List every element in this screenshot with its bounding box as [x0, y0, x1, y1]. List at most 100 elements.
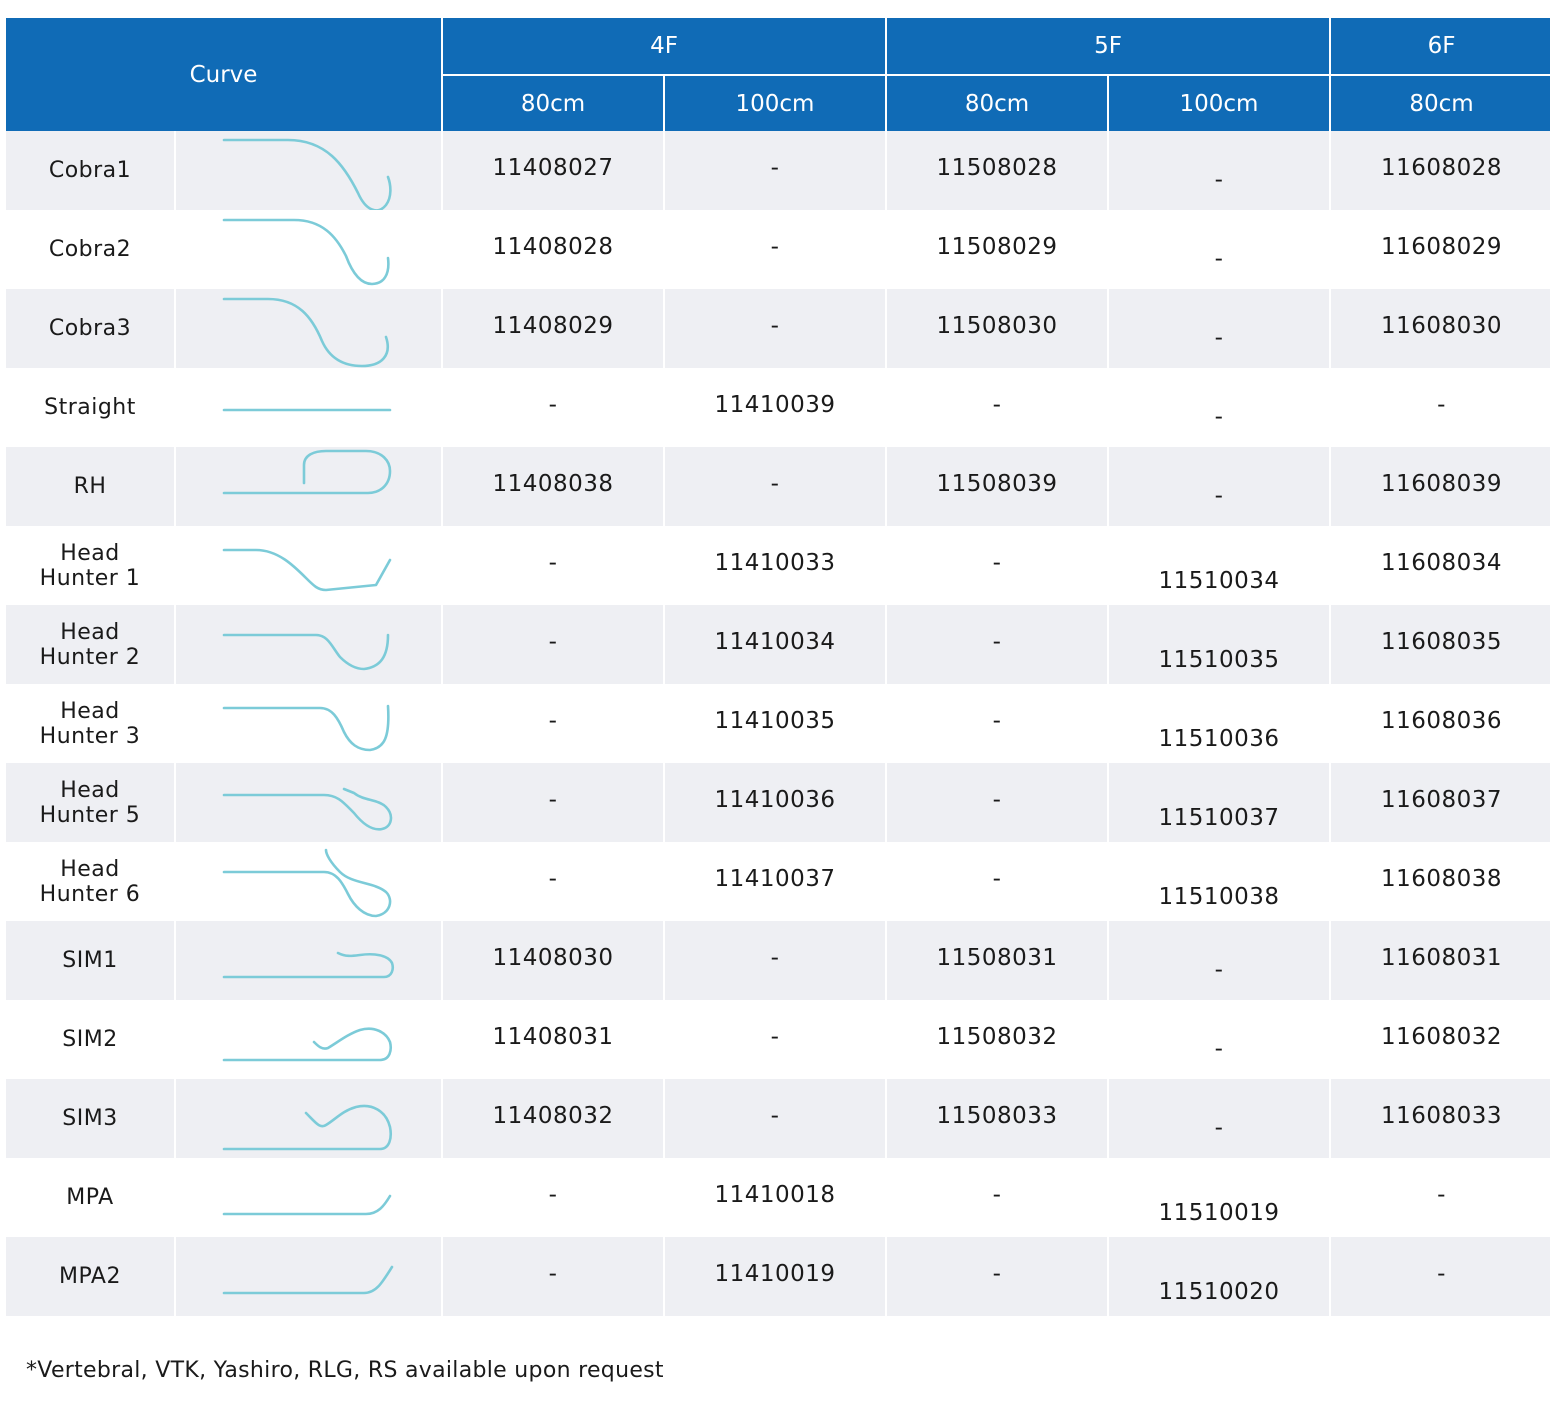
curve-name: RH [6, 447, 174, 526]
curve-image-cell [176, 1158, 441, 1237]
part-number-6f-80cm: 11608035 [1331, 605, 1550, 684]
curve-name: Cobra2 [6, 210, 174, 289]
part-number-5f-100cm: 11510034 [1109, 526, 1329, 605]
part-number-4f-100cm: - [665, 210, 885, 289]
part-number-4f-80cm: 11408027 [443, 131, 663, 210]
part-number-4f-100cm: - [665, 1079, 885, 1158]
cobra1-curve-icon [222, 138, 392, 210]
part-number-5f-100cm: 11510038 [1109, 842, 1329, 921]
curve-name: Head Hunter 1 [6, 526, 174, 605]
part-number-4f-100cm: 11410035 [665, 684, 885, 763]
curve-name: Straight [6, 368, 174, 447]
header-6f-80cm: 80cm [1331, 76, 1550, 131]
part-number-5f-80cm: 11508030 [887, 289, 1107, 368]
part-number-5f-80cm: - [887, 1237, 1107, 1316]
part-number-5f-80cm: 11508039 [887, 447, 1107, 526]
part-number-5f-80cm: - [887, 842, 1107, 921]
cobra3-curve-icon [222, 297, 389, 368]
part-number-6f-80cm: - [1331, 368, 1550, 447]
part-number-4f-80cm: - [443, 763, 663, 842]
part-number-5f-100cm: 11510020 [1109, 1237, 1329, 1316]
curve-name: SIM2 [6, 1000, 174, 1079]
part-number-5f-100cm: 11510037 [1109, 763, 1329, 842]
footnote: *Vertebral, VTK, Yashiro, RLG, RS availa… [26, 1358, 664, 1383]
part-number-5f-80cm: - [887, 1158, 1107, 1237]
part-number-4f-100cm: 11410034 [665, 605, 885, 684]
part-number-6f-80cm: - [1331, 1158, 1550, 1237]
part-number-6f-80cm: - [1331, 1237, 1550, 1316]
part-number-4f-80cm: - [443, 684, 663, 763]
straight-curve-icon [222, 408, 392, 412]
part-number-5f-100cm: - [1109, 921, 1329, 1000]
part-number-4f-100cm: 11410039 [665, 368, 885, 447]
part-number-5f-80cm: 11508028 [887, 131, 1107, 210]
part-number-5f-100cm: - [1109, 447, 1329, 526]
curve-name: Head Hunter 6 [6, 842, 174, 921]
curve-name: MPA [6, 1158, 174, 1237]
catheter-table: Curve 4F 5F 6F 80cm 100cm 80cm 100cm 80c… [6, 18, 1550, 1316]
header-4f-80cm: 80cm [443, 76, 663, 131]
curve-image-cell [176, 1000, 441, 1079]
part-number-5f-80cm: 11508029 [887, 210, 1107, 289]
part-number-5f-100cm: - [1109, 1079, 1329, 1158]
part-number-5f-100cm: 11510036 [1109, 684, 1329, 763]
part-number-4f-100cm: 11410018 [665, 1158, 885, 1237]
curve-name: Head Hunter 2 [6, 605, 174, 684]
curve-name: SIM1 [6, 921, 174, 1000]
part-number-6f-80cm: 11608038 [1331, 842, 1550, 921]
curve-image-cell [176, 210, 441, 289]
part-number-5f-80cm: - [887, 605, 1107, 684]
part-number-4f-80cm: 11408038 [443, 447, 663, 526]
part-number-5f-80cm: - [887, 763, 1107, 842]
curve-name: SIM3 [6, 1079, 174, 1158]
part-number-6f-80cm: 11608030 [1331, 289, 1550, 368]
part-number-6f-80cm: 11608034 [1331, 526, 1550, 605]
curve-image-cell [176, 842, 441, 921]
part-number-4f-80cm: - [443, 842, 663, 921]
part-number-5f-80cm: - [887, 684, 1107, 763]
part-number-4f-100cm: 11410037 [665, 842, 885, 921]
header-4f-100cm: 100cm [665, 76, 885, 131]
curve-image-cell [176, 368, 441, 447]
part-number-4f-100cm: - [665, 289, 885, 368]
part-number-4f-80cm: 11408029 [443, 289, 663, 368]
part-number-4f-100cm: - [665, 447, 885, 526]
part-number-6f-80cm: 11608028 [1331, 131, 1550, 210]
part-number-4f-100cm: - [665, 921, 885, 1000]
sim2-curve-icon [222, 1027, 392, 1062]
header-group-5f: 5F [887, 18, 1329, 76]
part-number-6f-80cm: 11608029 [1331, 210, 1550, 289]
head-hunter-5-curve-icon [222, 787, 393, 831]
part-number-4f-100cm: 11410019 [665, 1237, 885, 1316]
curve-name: MPA2 [6, 1237, 174, 1316]
part-number-5f-80cm: 11508031 [887, 921, 1107, 1000]
head-hunter-6-curve-icon [222, 848, 392, 918]
head-hunter-3-curve-icon [222, 704, 390, 752]
part-number-4f-100cm: 11410036 [665, 763, 885, 842]
curve-image-cell [176, 526, 441, 605]
head-hunter-1-curve-icon [222, 548, 392, 592]
part-number-4f-80cm: - [443, 1158, 663, 1237]
curve-image-cell [176, 289, 441, 368]
part-number-6f-80cm: 11608039 [1331, 447, 1550, 526]
part-number-4f-80cm: 11408028 [443, 210, 663, 289]
head-hunter-2-curve-icon [222, 633, 390, 671]
part-number-4f-80cm: - [443, 1237, 663, 1316]
part-number-5f-100cm: - [1109, 1000, 1329, 1079]
header-group-6f: 6F [1331, 18, 1550, 76]
part-number-6f-80cm: 11608031 [1331, 921, 1550, 1000]
part-number-5f-100cm: 11510019 [1109, 1158, 1329, 1237]
header-5f-100cm: 100cm [1109, 76, 1329, 131]
sim3-curve-icon [222, 1104, 392, 1151]
curve-image-cell [176, 1237, 441, 1316]
part-number-6f-80cm: 11608037 [1331, 763, 1550, 842]
curve-name: Cobra3 [6, 289, 174, 368]
curve-name: Head Hunter 3 [6, 684, 174, 763]
cobra2-curve-icon [222, 218, 390, 286]
rh-curve-icon [222, 449, 392, 495]
part-number-6f-80cm: 11608036 [1331, 684, 1550, 763]
part-number-5f-100cm: - [1109, 289, 1329, 368]
part-number-5f-100cm: - [1109, 210, 1329, 289]
part-number-4f-80cm: - [443, 368, 663, 447]
mpa-curve-icon [222, 1194, 392, 1216]
